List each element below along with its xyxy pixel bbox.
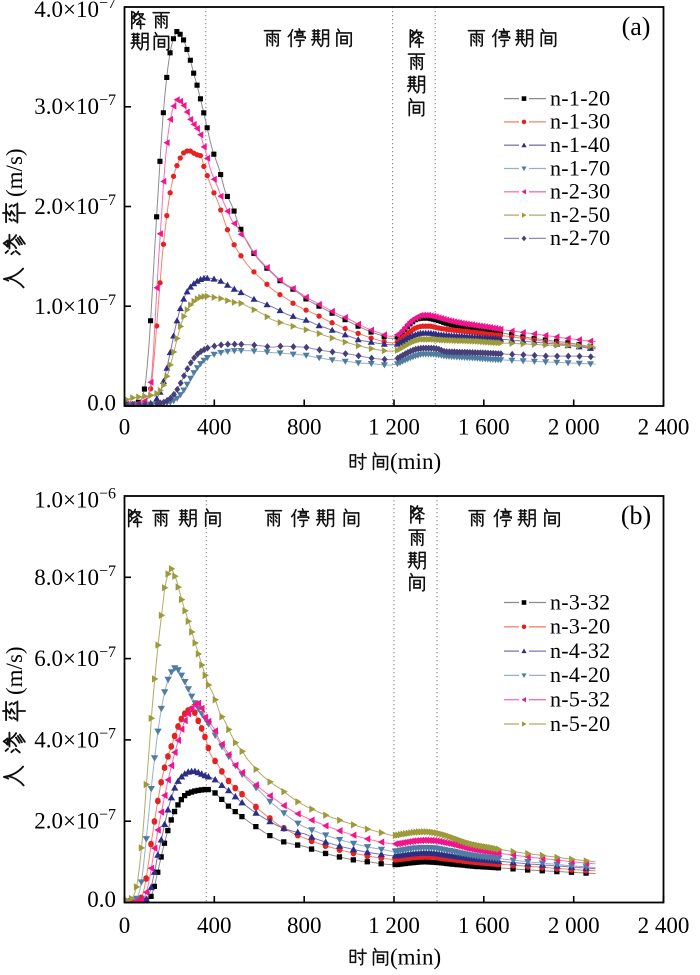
svg-text:n-3-32: n-3-32 [550, 589, 610, 614]
svg-text:(b): (b) [621, 501, 651, 530]
svg-text:(a): (a) [622, 12, 651, 41]
svg-text:2 000: 2 000 [548, 913, 600, 938]
svg-text:n-1-40: n-1-40 [550, 132, 610, 157]
svg-text:2 000: 2 000 [548, 415, 600, 440]
svg-text:400: 400 [197, 415, 232, 440]
svg-text:2 400: 2 400 [638, 415, 690, 440]
svg-text:n-5-32: n-5-32 [550, 687, 610, 712]
svg-text:1 200: 1 200 [368, 913, 420, 938]
svg-text:1 200: 1 200 [368, 415, 420, 440]
svg-text:n-4-32: n-4-32 [550, 638, 610, 663]
svg-text:2 400: 2 400 [638, 913, 690, 938]
svg-text:n-1-20: n-1-20 [550, 85, 610, 110]
svg-text:0.0: 0.0 [87, 887, 116, 912]
svg-text:n-5-20: n-5-20 [550, 711, 610, 736]
svg-text:n-1-30: n-1-30 [550, 109, 610, 134]
svg-text:n-2-70: n-2-70 [550, 225, 610, 250]
svg-text:1 600: 1 600 [458, 913, 510, 938]
svg-text:0.0: 0.0 [87, 391, 116, 416]
svg-text:n-1-70: n-1-70 [550, 155, 610, 180]
svg-text:800: 800 [287, 913, 322, 938]
svg-text:4.0×10−7: 4.0×10−7 [34, 0, 116, 22]
svg-text:0: 0 [119, 913, 131, 938]
svg-text:(min): (min) [390, 449, 441, 474]
svg-text:0: 0 [119, 415, 131, 440]
svg-text:n-2-50: n-2-50 [550, 202, 610, 227]
svg-text:(min): (min) [390, 945, 441, 970]
svg-text:n-2-30: n-2-30 [550, 179, 610, 204]
svg-text:n-3-20: n-3-20 [550, 614, 610, 639]
svg-text:(m/s): (m/s) [2, 148, 27, 197]
svg-text:4.0×10−7: 4.0×10−7 [34, 725, 116, 752]
svg-text:(m/s): (m/s) [2, 646, 27, 695]
svg-text:n-4-20: n-4-20 [550, 662, 610, 687]
svg-text:800: 800 [287, 415, 322, 440]
svg-text:1 600: 1 600 [458, 415, 510, 440]
svg-text:400: 400 [197, 913, 232, 938]
